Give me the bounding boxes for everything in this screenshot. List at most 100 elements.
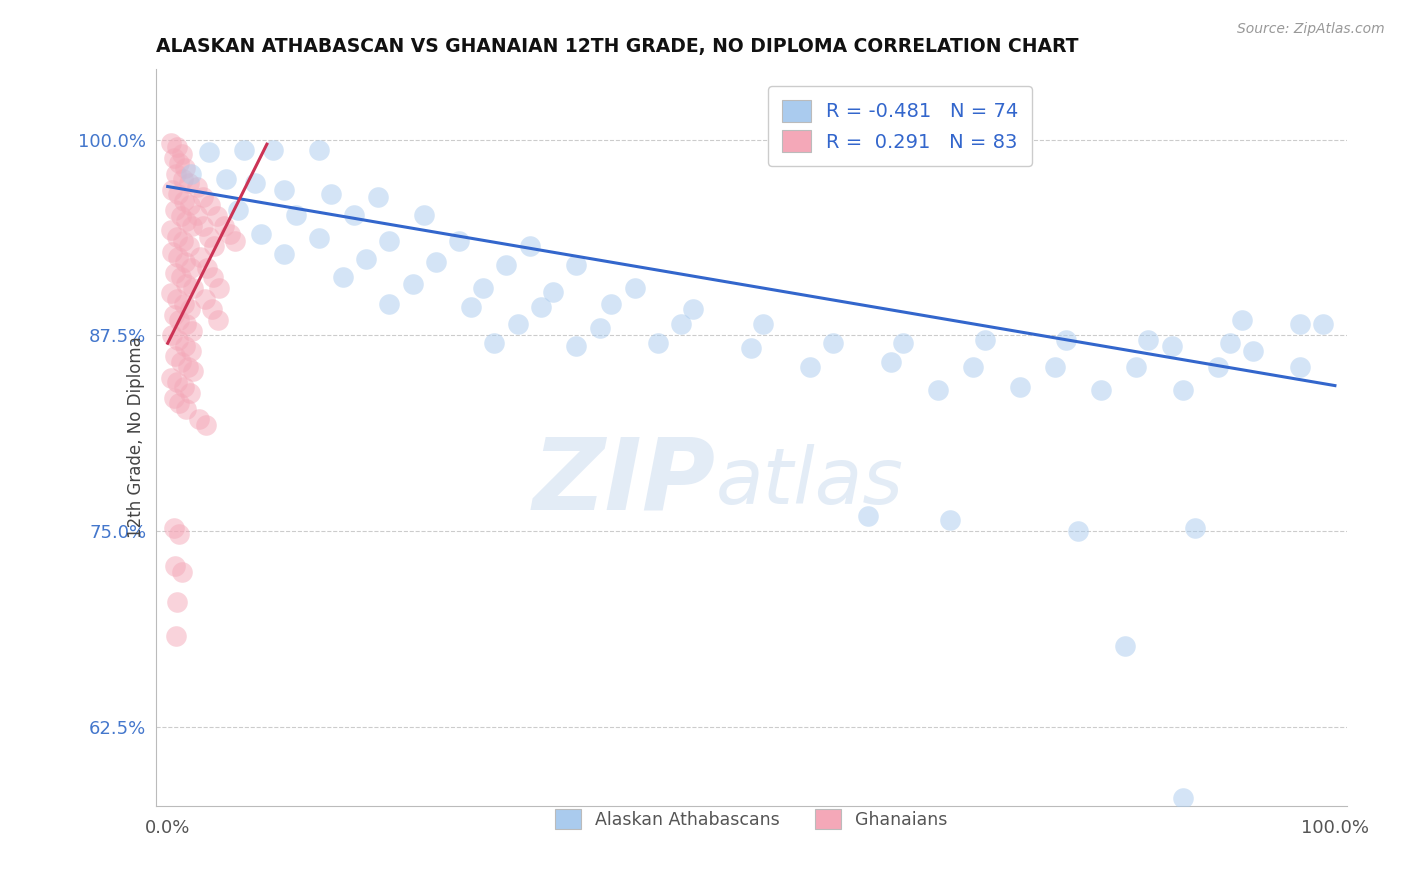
Point xyxy=(179,301,201,316)
Point xyxy=(938,513,960,527)
Point xyxy=(163,266,186,280)
Text: ZIP: ZIP xyxy=(533,433,716,530)
Point xyxy=(207,312,229,326)
Point xyxy=(160,286,183,301)
Point xyxy=(163,558,186,573)
Point xyxy=(484,336,506,351)
Point xyxy=(197,229,219,244)
Point xyxy=(160,370,183,384)
Legend: Alaskan Athabascans, Ghanaians: Alaskan Athabascans, Ghanaians xyxy=(547,800,956,838)
Point xyxy=(1219,336,1241,351)
Point xyxy=(413,208,436,222)
Point xyxy=(181,324,204,338)
Point xyxy=(460,300,482,314)
Point xyxy=(308,144,330,158)
Point xyxy=(198,198,221,212)
Point xyxy=(176,277,198,291)
Point xyxy=(232,144,254,158)
Point xyxy=(180,260,202,275)
Point xyxy=(530,300,553,314)
Point xyxy=(378,235,401,249)
Point xyxy=(495,258,517,272)
Point xyxy=(1173,790,1195,805)
Point xyxy=(519,239,541,253)
Point xyxy=(343,208,366,222)
Point xyxy=(752,318,775,332)
Point xyxy=(169,156,191,170)
Point xyxy=(891,336,914,351)
Point xyxy=(671,318,693,332)
Point xyxy=(169,270,191,285)
Point xyxy=(163,202,186,217)
Point xyxy=(176,402,198,417)
Point xyxy=(179,386,201,401)
Point xyxy=(285,208,308,222)
Point xyxy=(166,293,188,307)
Point xyxy=(177,239,200,253)
Point xyxy=(176,214,198,228)
Point xyxy=(174,254,197,268)
Text: ALASKAN ATHABASCAN VS GHANAIAN 12TH GRADE, NO DIPLOMA CORRELATION CHART: ALASKAN ATHABASCAN VS GHANAIAN 12TH GRAD… xyxy=(156,37,1078,56)
Point xyxy=(195,260,218,275)
Point xyxy=(212,219,235,233)
Point xyxy=(1230,312,1253,326)
Point xyxy=(402,277,425,291)
Point xyxy=(215,171,238,186)
Point xyxy=(201,301,224,316)
Point xyxy=(1312,318,1334,332)
Point xyxy=(172,235,194,249)
Point xyxy=(186,179,208,194)
Point xyxy=(973,333,995,347)
Point xyxy=(191,219,214,233)
Point xyxy=(162,245,184,260)
Point xyxy=(354,252,377,266)
Point xyxy=(880,355,903,369)
Point xyxy=(180,167,202,181)
Point xyxy=(600,297,623,311)
Point xyxy=(250,227,273,241)
Point xyxy=(162,308,184,322)
Point xyxy=(166,376,188,390)
Point xyxy=(623,281,645,295)
Point xyxy=(308,231,330,245)
Point xyxy=(179,198,201,212)
Point xyxy=(186,208,208,222)
Point xyxy=(208,281,231,295)
Point xyxy=(170,565,193,579)
Point xyxy=(167,250,190,264)
Point xyxy=(160,136,183,150)
Point xyxy=(1173,384,1195,398)
Point xyxy=(245,177,267,191)
Point xyxy=(799,359,821,374)
Point xyxy=(162,183,184,197)
Point xyxy=(565,258,588,272)
Point xyxy=(647,336,669,351)
Text: atlas: atlas xyxy=(716,443,904,519)
Point xyxy=(262,144,284,158)
Point xyxy=(167,187,190,202)
Point xyxy=(506,318,529,332)
Point xyxy=(166,229,188,244)
Y-axis label: 12th Grade, No Diploma: 12th Grade, No Diploma xyxy=(127,336,145,538)
Point xyxy=(169,312,191,326)
Point xyxy=(1056,333,1078,347)
Point xyxy=(224,235,246,249)
Point xyxy=(1043,359,1066,374)
Point xyxy=(181,219,204,233)
Point xyxy=(1241,344,1264,359)
Point xyxy=(541,285,564,299)
Point xyxy=(174,339,197,353)
Point xyxy=(183,281,205,295)
Point xyxy=(226,202,249,217)
Point xyxy=(319,187,342,202)
Point xyxy=(962,359,984,374)
Point xyxy=(205,209,228,223)
Point xyxy=(332,270,354,285)
Point xyxy=(1067,524,1090,539)
Point xyxy=(194,293,217,307)
Point xyxy=(169,355,191,369)
Point xyxy=(197,145,219,159)
Point xyxy=(180,344,202,359)
Point xyxy=(177,177,200,191)
Point xyxy=(172,171,194,186)
